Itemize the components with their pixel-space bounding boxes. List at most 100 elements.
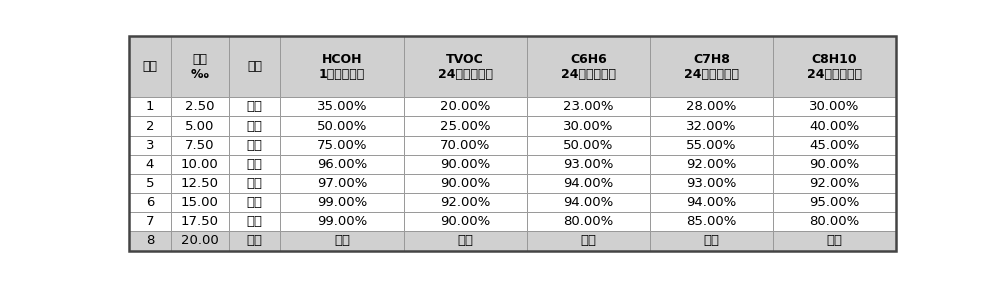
- Text: C8H10
24小时去除率: C8H10 24小时去除率: [807, 53, 862, 81]
- Text: 30.00%: 30.00%: [563, 120, 613, 133]
- Bar: [280, 36, 404, 97]
- Text: 浓度
‰: 浓度 ‰: [191, 53, 209, 81]
- Bar: [773, 155, 896, 174]
- Bar: [650, 97, 773, 116]
- Bar: [527, 116, 650, 136]
- Bar: [280, 136, 404, 155]
- Bar: [650, 36, 773, 97]
- Bar: [280, 97, 404, 116]
- Bar: [129, 136, 171, 155]
- Text: 未见: 未见: [247, 101, 263, 113]
- Bar: [171, 36, 229, 97]
- Text: 93.00%: 93.00%: [686, 177, 737, 190]
- Text: 2: 2: [146, 120, 154, 133]
- Bar: [773, 116, 896, 136]
- Bar: [229, 116, 280, 136]
- Bar: [171, 136, 229, 155]
- Text: 97.00%: 97.00%: [317, 177, 367, 190]
- Text: 92.00%: 92.00%: [686, 158, 737, 171]
- Text: 50.00%: 50.00%: [317, 120, 367, 133]
- Bar: [404, 231, 527, 250]
- Text: 7: 7: [146, 215, 154, 228]
- Bar: [229, 174, 280, 193]
- Text: 70.00%: 70.00%: [440, 139, 490, 152]
- Text: 94.00%: 94.00%: [686, 196, 737, 209]
- Text: 28.00%: 28.00%: [686, 101, 737, 113]
- Text: 17.50: 17.50: [181, 215, 219, 228]
- Bar: [129, 212, 171, 231]
- Bar: [650, 116, 773, 136]
- Bar: [171, 97, 229, 116]
- Bar: [404, 212, 527, 231]
- Text: 10.00: 10.00: [181, 158, 219, 171]
- Text: 20.00%: 20.00%: [440, 101, 490, 113]
- Text: 92.00%: 92.00%: [809, 177, 860, 190]
- Bar: [527, 155, 650, 174]
- Text: 23.00%: 23.00%: [563, 101, 614, 113]
- Bar: [129, 193, 171, 212]
- Text: 15.00: 15.00: [181, 196, 219, 209]
- Text: 无效: 无效: [703, 235, 719, 247]
- Text: 94.00%: 94.00%: [563, 177, 613, 190]
- Text: 严重: 严重: [247, 235, 263, 247]
- Bar: [229, 231, 280, 250]
- Bar: [171, 155, 229, 174]
- Text: 93.00%: 93.00%: [563, 158, 613, 171]
- Bar: [229, 136, 280, 155]
- Bar: [404, 116, 527, 136]
- Bar: [650, 155, 773, 174]
- Bar: [171, 116, 229, 136]
- Bar: [229, 155, 280, 174]
- Text: 40.00%: 40.00%: [809, 120, 860, 133]
- Text: 无效: 无效: [580, 235, 596, 247]
- Bar: [773, 174, 896, 193]
- Text: 25.00%: 25.00%: [440, 120, 490, 133]
- Bar: [527, 97, 650, 116]
- Text: 2.50: 2.50: [185, 101, 215, 113]
- Text: TVOC
24小时去除率: TVOC 24小时去除率: [438, 53, 493, 81]
- Text: 85.00%: 85.00%: [686, 215, 737, 228]
- Text: 5: 5: [146, 177, 154, 190]
- Text: 3: 3: [146, 139, 154, 152]
- Text: 96.00%: 96.00%: [317, 158, 367, 171]
- Bar: [129, 116, 171, 136]
- Text: 75.00%: 75.00%: [317, 139, 367, 152]
- Bar: [650, 212, 773, 231]
- Bar: [229, 212, 280, 231]
- Bar: [404, 193, 527, 212]
- Text: 80.00%: 80.00%: [563, 215, 613, 228]
- Bar: [280, 212, 404, 231]
- Bar: [527, 212, 650, 231]
- Bar: [650, 174, 773, 193]
- Text: 92.00%: 92.00%: [440, 196, 490, 209]
- Bar: [773, 36, 896, 97]
- Text: 20.00: 20.00: [181, 235, 219, 247]
- Text: 5.00: 5.00: [185, 120, 214, 133]
- Bar: [527, 231, 650, 250]
- Text: 35.00%: 35.00%: [317, 101, 367, 113]
- Text: 30.00%: 30.00%: [809, 101, 860, 113]
- Bar: [171, 212, 229, 231]
- Bar: [527, 193, 650, 212]
- Text: 50.00%: 50.00%: [563, 139, 613, 152]
- Bar: [171, 193, 229, 212]
- Text: 8: 8: [146, 235, 154, 247]
- Text: 1: 1: [146, 101, 154, 113]
- Bar: [129, 97, 171, 116]
- Bar: [129, 174, 171, 193]
- Text: 序号: 序号: [142, 60, 157, 73]
- Bar: [280, 231, 404, 250]
- Bar: [404, 155, 527, 174]
- Bar: [129, 155, 171, 174]
- Bar: [129, 231, 171, 250]
- Bar: [650, 231, 773, 250]
- Text: 未见: 未见: [247, 196, 263, 209]
- Text: 90.00%: 90.00%: [440, 215, 490, 228]
- Text: 90.00%: 90.00%: [440, 177, 490, 190]
- Text: 未见: 未见: [247, 139, 263, 152]
- Bar: [280, 116, 404, 136]
- Bar: [404, 174, 527, 193]
- Text: 80.00%: 80.00%: [809, 215, 860, 228]
- Bar: [404, 97, 527, 116]
- Bar: [773, 231, 896, 250]
